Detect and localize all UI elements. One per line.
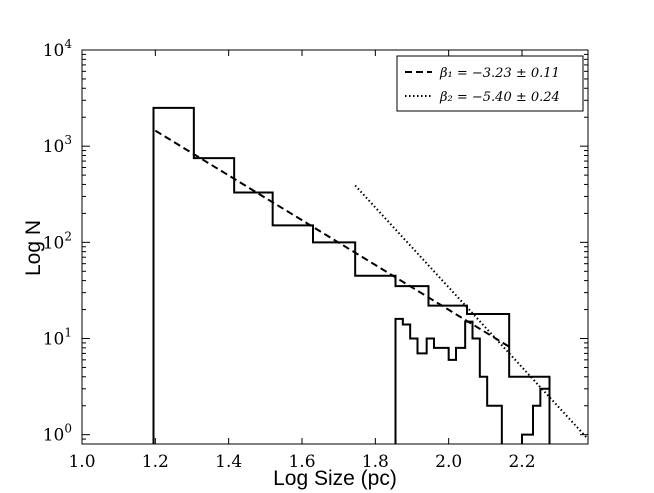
x-tick-label: 2.2 — [508, 452, 535, 472]
plot-area: 1.0 1.2 1.4 1.6 1.8 2.0 2.2 100 101 102 103 104 — [43, 37, 589, 472]
x-tick-label: 1.6 — [288, 452, 315, 472]
legend-label-fit-1: β₁ = −3.23 ± 0.11 — [439, 66, 560, 81]
legend: β₁ = −3.23 ± 0.11 β₂ = −5.40 ± 0.24 — [396, 55, 584, 112]
x-axis-title: Log Size (pc) — [273, 467, 397, 490]
y-ticks: 100 101 102 103 104 — [43, 37, 588, 446]
y-tick-label: 102 — [43, 229, 72, 253]
histogram-step-1 — [152, 106, 551, 444]
histogram-step-2 — [394, 317, 503, 444]
fit-line-1 — [154, 129, 512, 349]
y-tick-label: 101 — [43, 326, 72, 350]
legend-label-fit-2: β₂ = −5.40 ± 0.24 — [439, 90, 560, 105]
y-tick-label: 100 — [43, 422, 72, 446]
legend-box — [396, 55, 584, 112]
x-tick-label: 1.4 — [215, 452, 242, 472]
y-tick-label: 104 — [43, 37, 73, 61]
x-tick-label: 1.2 — [142, 452, 169, 472]
histogram-layer — [152, 106, 551, 444]
fit-line-2 — [354, 184, 589, 440]
y-tick-label: 103 — [43, 133, 72, 157]
histogram-step-3 — [521, 387, 550, 444]
x-tick-label: 1.0 — [68, 452, 95, 472]
y-axis-title: Log N — [22, 220, 45, 276]
x-tick-label: 1.8 — [362, 452, 389, 472]
fit-line-layer — [154, 129, 589, 440]
x-tick-label: 2.0 — [435, 452, 462, 472]
x-ticks: 1.0 1.2 1.4 1.6 1.8 2.0 2.2 — [68, 50, 536, 472]
